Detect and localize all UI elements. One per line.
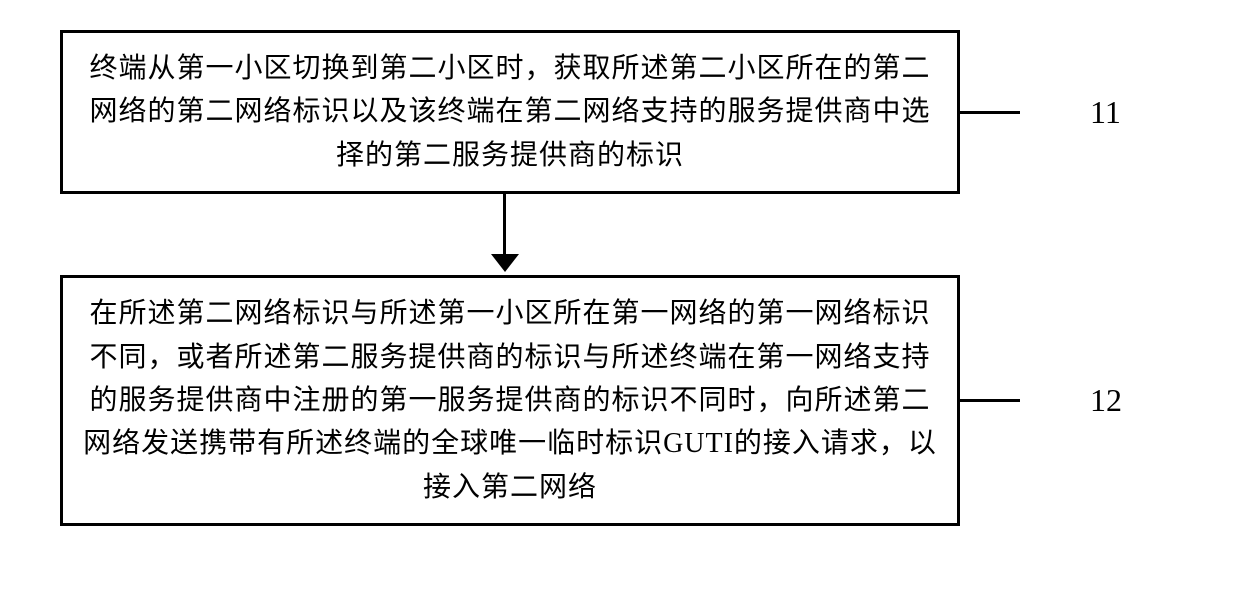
connector-line-2 [960, 399, 1020, 402]
box-2-text: 在所述第二网络标识与所述第一小区所在第一网络的第一网络标识不同，或者所述第二服务… [83, 298, 937, 503]
arrow-1 [491, 194, 519, 275]
arrow-line-1 [503, 194, 506, 254]
flow-row-2: 在所述第二网络标识与所述第一小区所在第一网络的第一网络标识不同，或者所述第二服务… [60, 275, 1179, 526]
flow-row-1: 终端从第一小区切换到第二小区时，获取所述第二小区所在的第二网络的第二网络标识以及… [60, 30, 1179, 194]
box-1-text: 终端从第一小区切换到第二小区时，获取所述第二小区所在的第二网络的第二网络标识以及… [89, 53, 930, 171]
arrow-container-1 [60, 194, 1179, 275]
flow-box-1: 终端从第一小区切换到第二小区时，获取所述第二小区所在的第二网络的第二网络标识以及… [60, 30, 960, 194]
flow-box-2: 在所述第二网络标识与所述第一小区所在第一网络的第一网络标识不同，或者所述第二服务… [60, 275, 960, 526]
arrow-head-1 [491, 254, 519, 275]
label-number-2: 12 [1090, 382, 1122, 419]
connector-line-1 [960, 111, 1020, 114]
label-number-1: 11 [1090, 94, 1121, 131]
flowchart-container: 终端从第一小区切换到第二小区时，获取所述第二小区所在的第二网络的第二网络标识以及… [60, 30, 1179, 526]
